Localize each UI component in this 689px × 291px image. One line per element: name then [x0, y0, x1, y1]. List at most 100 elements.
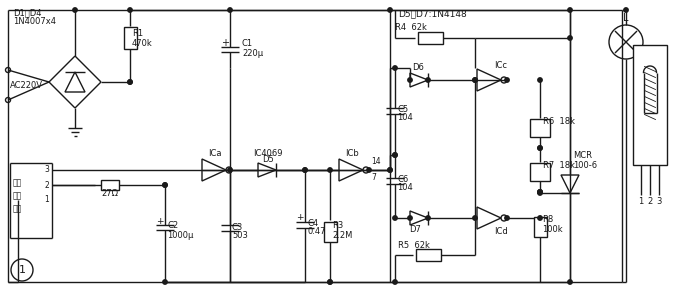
Circle shape: [127, 8, 132, 12]
Text: 14: 14: [371, 157, 380, 166]
Text: C5: C5: [397, 104, 408, 113]
Circle shape: [473, 78, 477, 82]
Circle shape: [388, 168, 392, 172]
Bar: [324, 222, 336, 242]
Circle shape: [328, 280, 332, 284]
Text: C4: C4: [307, 219, 318, 228]
Text: 收头: 收头: [13, 205, 22, 214]
Text: 1: 1: [639, 196, 644, 205]
Circle shape: [408, 216, 412, 220]
Circle shape: [568, 36, 572, 40]
Circle shape: [328, 168, 332, 172]
Text: C1: C1: [242, 40, 253, 49]
Circle shape: [127, 80, 132, 84]
Text: 220μ: 220μ: [242, 49, 263, 58]
Text: 503: 503: [232, 232, 248, 240]
Text: D5～D7:1N4148: D5～D7:1N4148: [398, 10, 466, 19]
Circle shape: [367, 168, 371, 172]
Text: 104: 104: [397, 184, 413, 193]
Bar: [123, 27, 136, 49]
Circle shape: [127, 80, 132, 84]
Circle shape: [302, 168, 307, 172]
Text: R5  62k: R5 62k: [398, 240, 430, 249]
Text: ICa: ICa: [208, 148, 222, 157]
Text: IC4069: IC4069: [254, 148, 282, 157]
Bar: [101, 180, 119, 190]
Text: 红外: 红外: [13, 178, 22, 187]
Circle shape: [568, 8, 572, 12]
Circle shape: [505, 216, 509, 220]
Text: 100k: 100k: [542, 224, 563, 233]
Text: 100-6: 100-6: [573, 161, 597, 169]
Text: D5: D5: [262, 155, 274, 164]
Text: D6: D6: [412, 63, 424, 72]
Circle shape: [393, 66, 397, 70]
Circle shape: [408, 78, 412, 82]
Circle shape: [163, 183, 167, 187]
Text: AC220V: AC220V: [10, 81, 43, 90]
Circle shape: [538, 190, 542, 194]
Text: 3: 3: [657, 196, 661, 205]
Circle shape: [393, 153, 397, 157]
Text: ICc: ICc: [494, 61, 507, 70]
Text: 470k: 470k: [132, 38, 153, 47]
Text: 1: 1: [45, 196, 50, 205]
Text: MCR: MCR: [573, 150, 592, 159]
Text: D1～D4: D1～D4: [13, 8, 41, 17]
Text: +: +: [156, 217, 164, 226]
Text: 1000μ: 1000μ: [167, 230, 194, 239]
Text: 0.47μ: 0.47μ: [307, 228, 331, 237]
Circle shape: [538, 191, 542, 195]
Circle shape: [473, 216, 477, 220]
Text: 27Ω: 27Ω: [101, 189, 119, 198]
Circle shape: [73, 8, 77, 12]
Circle shape: [538, 78, 542, 82]
Text: 104: 104: [397, 113, 413, 123]
Text: 7: 7: [371, 173, 376, 182]
Circle shape: [163, 183, 167, 187]
Circle shape: [538, 190, 542, 194]
Text: R6  18k: R6 18k: [543, 118, 575, 127]
Text: R4  62k: R4 62k: [395, 24, 427, 33]
Text: 2.2M: 2.2M: [332, 232, 352, 240]
Circle shape: [302, 168, 307, 172]
Circle shape: [393, 153, 397, 157]
Circle shape: [538, 190, 542, 194]
Circle shape: [393, 216, 397, 220]
Bar: [530, 119, 550, 137]
Circle shape: [228, 8, 232, 12]
Circle shape: [163, 280, 167, 284]
Bar: [530, 163, 550, 181]
Text: 1N4007x4: 1N4007x4: [13, 17, 56, 26]
Text: 3: 3: [45, 166, 50, 175]
Text: 线接: 线接: [13, 191, 22, 200]
Bar: [533, 217, 546, 237]
Circle shape: [393, 280, 397, 284]
Circle shape: [568, 280, 572, 284]
Circle shape: [624, 8, 628, 12]
Circle shape: [538, 146, 542, 150]
Bar: [418, 32, 442, 44]
Text: D7: D7: [409, 226, 421, 235]
Text: C3: C3: [232, 223, 243, 232]
Text: L: L: [624, 13, 629, 23]
Text: 2: 2: [45, 180, 50, 189]
Text: R8: R8: [542, 214, 553, 223]
Text: C2: C2: [167, 221, 178, 230]
Text: 2: 2: [648, 196, 652, 205]
Circle shape: [426, 78, 430, 82]
Bar: [415, 249, 440, 261]
Text: ICb: ICb: [345, 148, 359, 157]
Circle shape: [538, 146, 542, 150]
Text: +: +: [296, 214, 304, 223]
Circle shape: [505, 78, 509, 82]
Circle shape: [538, 216, 542, 220]
Text: R1: R1: [132, 29, 143, 38]
Circle shape: [426, 216, 430, 220]
Bar: [633, 45, 667, 165]
Text: C6: C6: [397, 175, 409, 184]
Text: 1: 1: [19, 265, 25, 275]
Circle shape: [473, 78, 477, 82]
Circle shape: [328, 280, 332, 284]
Text: R3: R3: [332, 221, 343, 230]
